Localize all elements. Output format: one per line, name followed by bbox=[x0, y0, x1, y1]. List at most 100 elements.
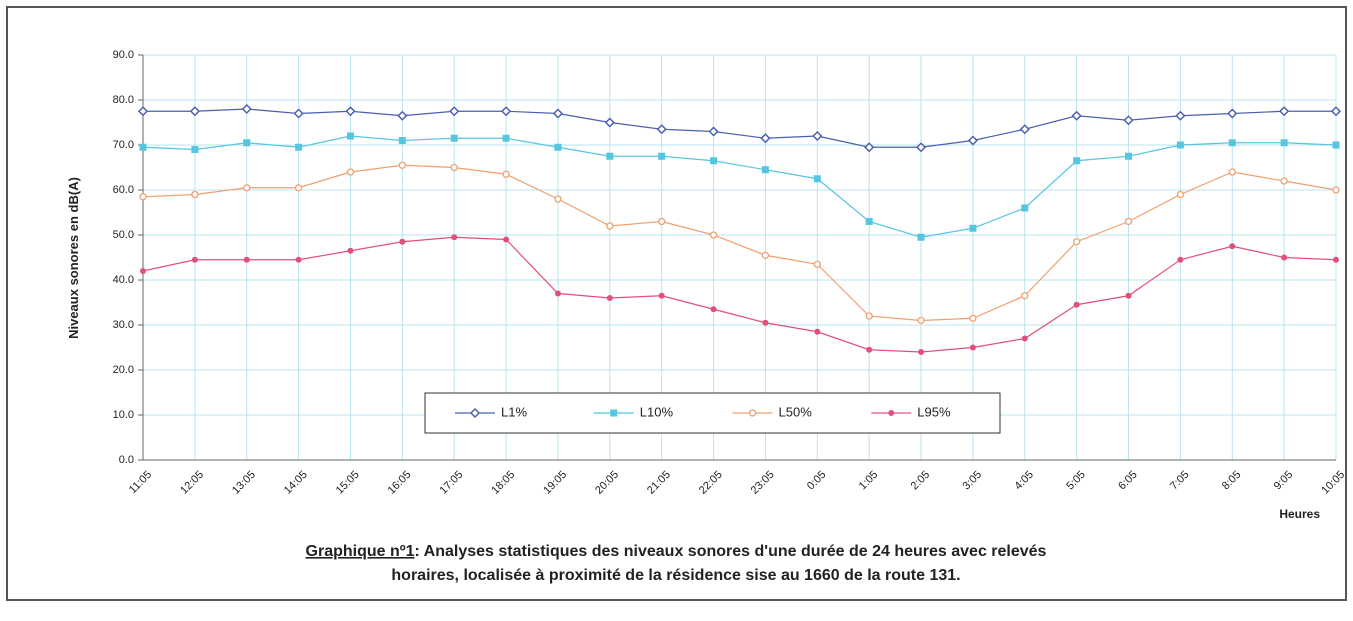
marker bbox=[554, 143, 562, 151]
marker bbox=[191, 190, 199, 199]
marker bbox=[1281, 254, 1288, 261]
marker bbox=[1330, 106, 1342, 117]
marker bbox=[243, 139, 251, 147]
marker bbox=[864, 142, 875, 153]
series-line bbox=[142, 236, 1337, 353]
marker bbox=[1280, 139, 1288, 147]
marker bbox=[295, 256, 302, 263]
marker bbox=[1280, 177, 1288, 185]
marker bbox=[469, 407, 481, 419]
marker bbox=[293, 108, 304, 119]
marker bbox=[1073, 157, 1081, 165]
y-tick-label: 80.0 bbox=[113, 94, 134, 106]
marker bbox=[397, 110, 408, 121]
marker bbox=[604, 117, 615, 128]
marker bbox=[814, 328, 821, 335]
marker bbox=[1123, 115, 1134, 126]
marker bbox=[969, 314, 977, 322]
marker bbox=[762, 319, 769, 326]
marker bbox=[295, 143, 303, 151]
marker bbox=[243, 184, 251, 192]
marker bbox=[866, 346, 873, 353]
marker bbox=[451, 234, 458, 241]
marker bbox=[710, 306, 717, 313]
marker bbox=[139, 193, 147, 201]
marker bbox=[503, 236, 510, 243]
marker bbox=[865, 312, 873, 320]
marker bbox=[656, 124, 667, 135]
marker bbox=[450, 163, 458, 172]
legend-label: L95% bbox=[917, 404, 951, 419]
marker bbox=[243, 256, 250, 263]
marker bbox=[1333, 256, 1339, 263]
marker bbox=[398, 137, 406, 144]
marker bbox=[449, 106, 460, 117]
marker bbox=[554, 290, 561, 297]
marker bbox=[1229, 243, 1236, 250]
marker bbox=[915, 142, 927, 153]
marker bbox=[139, 143, 147, 151]
marker bbox=[1177, 256, 1184, 263]
marker bbox=[813, 175, 821, 183]
marker bbox=[501, 106, 512, 117]
y-tick-label: 10.0 bbox=[113, 409, 134, 421]
marker bbox=[399, 238, 406, 245]
marker bbox=[813, 260, 821, 268]
caption: Graphique nº1: Analyses statistiques des… bbox=[306, 543, 1047, 560]
caption-line: : Analyses statistiques des niveaux sono… bbox=[415, 543, 1047, 560]
marker bbox=[1176, 141, 1184, 149]
marker bbox=[450, 134, 458, 142]
marker bbox=[1176, 190, 1185, 199]
marker bbox=[241, 103, 252, 115]
marker bbox=[502, 134, 510, 142]
marker bbox=[189, 106, 200, 117]
marker bbox=[969, 224, 977, 232]
marker bbox=[917, 233, 925, 241]
y-tick-label: 60.0 bbox=[113, 184, 134, 196]
marker bbox=[606, 152, 614, 160]
marker bbox=[918, 349, 925, 355]
y-tick-label: 70.0 bbox=[113, 139, 134, 151]
marker bbox=[606, 222, 614, 230]
x-axis-title: Heures bbox=[1279, 507, 1320, 521]
y-tick-label: 50.0 bbox=[113, 229, 134, 241]
marker bbox=[917, 316, 925, 325]
marker bbox=[761, 251, 770, 259]
series-line bbox=[143, 108, 1336, 148]
legend-label: L1% bbox=[501, 404, 527, 419]
marker bbox=[658, 217, 666, 226]
y-tick-label: 40.0 bbox=[113, 274, 134, 286]
marker bbox=[761, 166, 769, 174]
caption-line: horaires, localisée à proximité de la ré… bbox=[391, 567, 960, 584]
marker bbox=[606, 295, 613, 301]
marker bbox=[1021, 335, 1028, 342]
marker bbox=[709, 231, 718, 239]
marker bbox=[1125, 152, 1133, 160]
marker bbox=[191, 256, 198, 263]
frame bbox=[6, 6, 1347, 601]
marker bbox=[346, 132, 354, 140]
marker bbox=[1332, 186, 1340, 194]
marker bbox=[1073, 238, 1081, 246]
marker bbox=[346, 168, 355, 176]
marker bbox=[347, 247, 354, 254]
marker bbox=[710, 157, 718, 165]
y-axis-title: Niveaux sonores en dB(A) bbox=[66, 177, 81, 339]
marker bbox=[191, 146, 199, 153]
marker bbox=[140, 268, 146, 274]
marker bbox=[137, 106, 149, 117]
marker bbox=[1021, 292, 1029, 300]
marker bbox=[610, 409, 618, 417]
marker bbox=[708, 126, 719, 137]
marker bbox=[1228, 168, 1236, 176]
marker bbox=[1073, 301, 1080, 308]
marker bbox=[658, 292, 665, 299]
marker bbox=[1071, 110, 1082, 121]
marker bbox=[1228, 139, 1236, 147]
marker bbox=[1019, 124, 1030, 135]
marker bbox=[345, 106, 356, 117]
marker bbox=[502, 170, 510, 178]
marker bbox=[1124, 217, 1133, 226]
